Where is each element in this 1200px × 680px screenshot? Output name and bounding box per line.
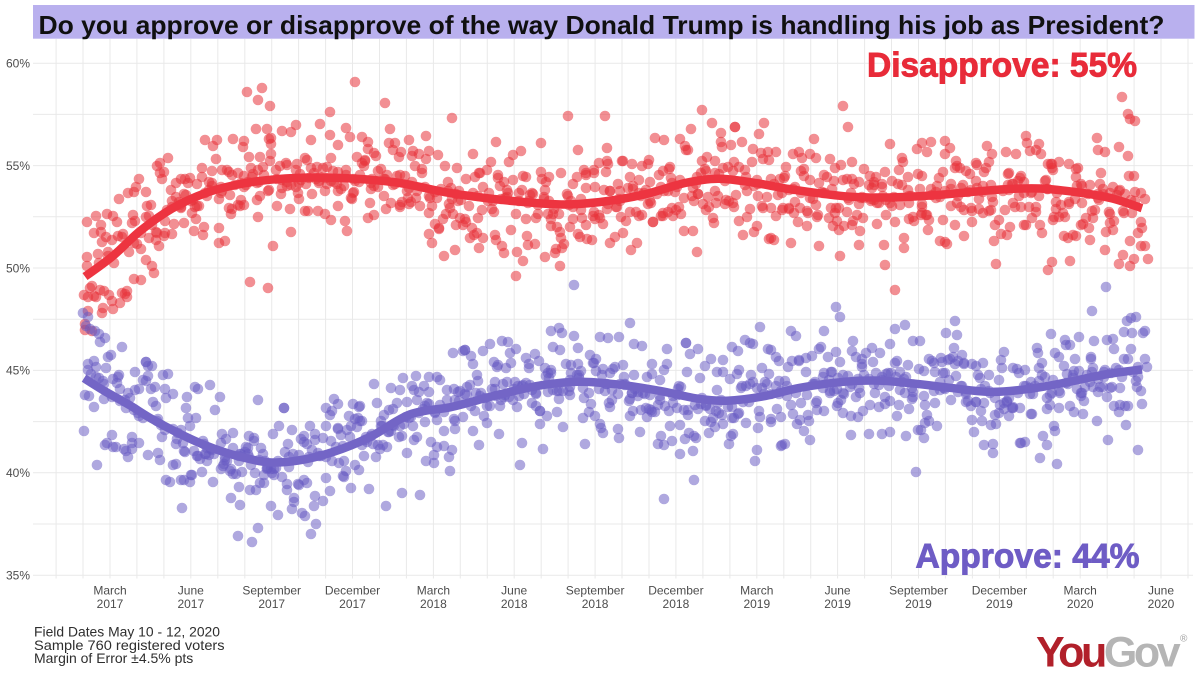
svg-text:March: March [417,583,450,597]
svg-text:Field Dates May 10 - 12, 2020: Field Dates May 10 - 12, 2020 [34,625,220,640]
svg-text:2018: 2018 [420,597,447,611]
svg-text:40%: 40% [6,466,30,480]
svg-text:December: December [648,583,703,597]
svg-text:2018: 2018 [501,597,528,611]
svg-text:June: June [825,583,851,597]
svg-text:June: June [501,583,527,597]
svg-text:March: March [93,583,126,597]
svg-text:2019: 2019 [905,597,932,611]
svg-text:Approve: 44%: Approve: 44% [916,538,1140,576]
svg-text:June: June [1148,583,1174,597]
svg-text:2019: 2019 [986,597,1013,611]
svg-text:December: December [325,583,380,597]
svg-text:September: September [242,583,301,597]
svg-text:2020: 2020 [1067,597,1094,611]
svg-text:®: ® [1180,634,1188,645]
svg-text:35%: 35% [6,569,30,583]
svg-text:March: March [740,583,773,597]
svg-text:60%: 60% [6,57,30,71]
svg-text:45%: 45% [6,364,30,378]
svg-text:Disapprove: 55%: Disapprove: 55% [867,46,1137,84]
svg-text:2018: 2018 [663,597,690,611]
svg-text:Margin of Error ±4.5% pts: Margin of Error ±4.5% pts [34,651,193,666]
svg-text:Do you approve or disapprove o: Do you approve or disapprove of the way … [39,10,1165,40]
svg-text:2017: 2017 [97,597,124,611]
svg-text:2017: 2017 [177,597,204,611]
svg-text:55%: 55% [6,159,30,173]
svg-text:2020: 2020 [1148,597,1175,611]
svg-text:June: June [178,583,204,597]
svg-text:September: September [566,583,625,597]
svg-text:2017: 2017 [258,597,285,611]
svg-text:50%: 50% [6,261,30,275]
svg-text:2018: 2018 [582,597,609,611]
svg-text:2017: 2017 [339,597,366,611]
svg-text:September: September [889,583,948,597]
svg-text:March: March [1064,583,1097,597]
svg-text:2019: 2019 [743,597,770,611]
svg-text:2019: 2019 [824,597,851,611]
svg-text:December: December [972,583,1027,597]
svg-text:YouGov: YouGov [1036,629,1181,676]
svg-text:Sample 760 registered voters: Sample 760 registered voters [34,638,225,653]
